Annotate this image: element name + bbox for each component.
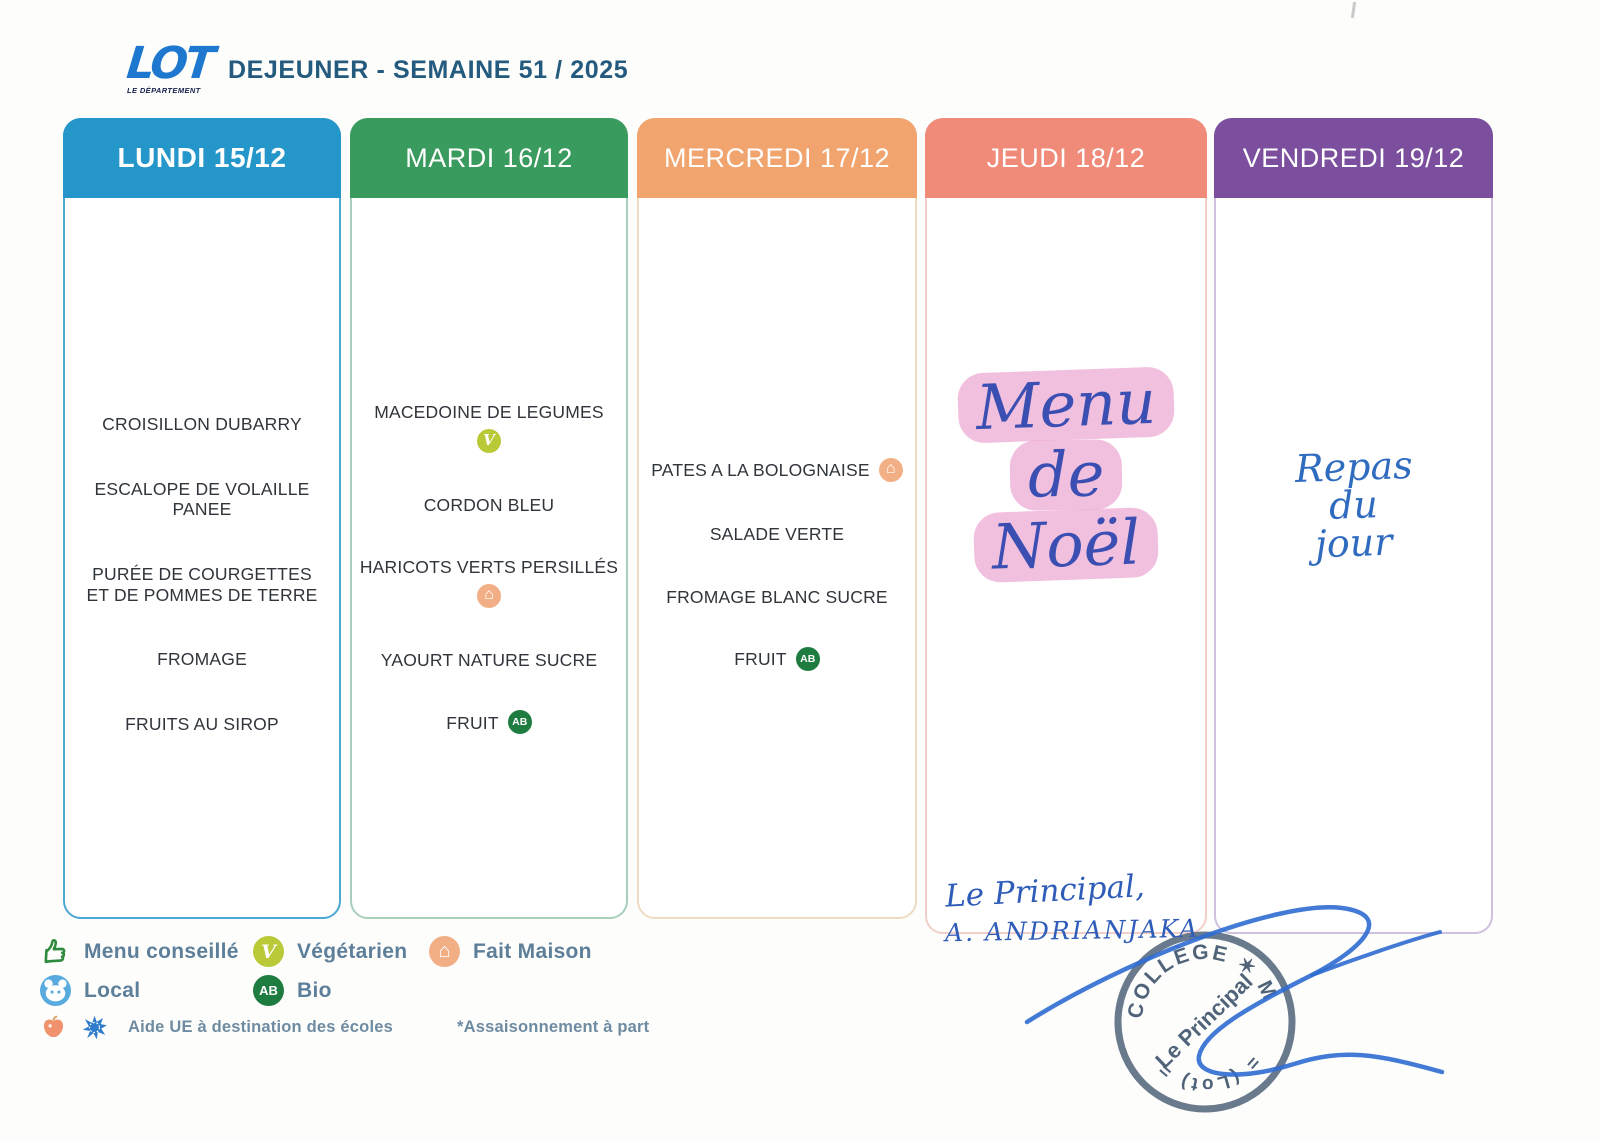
day-header-lundi: LUNDI 15/12 (63, 118, 341, 198)
day-header-jeudi: JEUDI 18/12 (925, 118, 1207, 198)
logo-title: LOT (124, 38, 215, 89)
legend-note-aside: *Assaisonnement à part (456, 1018, 650, 1036)
legend-entry-fait-maison: ⌂ Fait Maison (429, 936, 592, 967)
legend-label: Menu conseillé (84, 939, 239, 963)
menu-item: CORDON BLEU (424, 495, 555, 516)
signature-title: Le Principal, (944, 868, 1146, 915)
legend: Menu conseillé V Végétarien ⌂ Fait Maison Loc… (40, 936, 680, 1041)
stamp-center-text: Le Principal (1150, 969, 1257, 1074)
menu-item: HARICOTS VERTS PERSILLÉS ⌂ (360, 557, 618, 608)
menu-item: FRUIT AB (734, 647, 820, 672)
legend-entry-local: Local (40, 975, 253, 1006)
fait-maison-icon: ⌂ (878, 457, 903, 482)
bio-icon: AB (795, 647, 820, 672)
legend-entry-menu-conseille: Menu conseillé (40, 936, 253, 967)
legend-label: Local (84, 978, 141, 1002)
handwritten-line: Noël (972, 505, 1160, 584)
vegetarian-icon: V (253, 936, 284, 967)
day-column-vendredi: VENDREDI 19/12 Repas du jour (1214, 118, 1493, 934)
handwritten-note: Repas du jour (1293, 442, 1414, 567)
menu-item: SALADE VERTE (710, 524, 844, 545)
scan-artifact (1350, 1, 1357, 19)
legend-entry-bio: AB Bio (253, 975, 429, 1006)
day-column-jeudi: JEUDI 18/12 Menu de Noël (925, 118, 1207, 934)
lot-department-logo: LOT LE DÉPARTEMENT (124, 38, 237, 95)
handwritten-line: Repas (1293, 442, 1414, 492)
menu-item: PATES A LA BOLOGNAISE ⌂ (651, 457, 903, 482)
day-menu-lundi: CROISILLON DUBARRY ESCALOPE DE VOLAILLE P… (71, 200, 333, 917)
handwritten-line: du (1328, 482, 1379, 528)
day-header-mardi: MARDI 16/12 (350, 118, 628, 198)
bio-icon: AB (253, 975, 284, 1006)
day-menu-mercredi: PATES A LA BOLOGNAISE ⌂ SALADE VERTE FROMAG… (645, 200, 909, 917)
day-menu-jeudi: Menu de Noël (933, 200, 1199, 932)
fait-maison-icon: ⌂ (429, 936, 460, 967)
menu-item-text: HARICOTS VERTS PERSILLÉS (359, 557, 619, 578)
menu-item: FRUIT AB (446, 710, 532, 735)
menu-item-text: CROISILLON DUBARRY (102, 414, 302, 434)
menu-item-text: PURÉE DE COURGETTES ET DE POMMES DE TERR… (86, 563, 318, 605)
day-menu-vendredi: Repas du jour (1222, 200, 1485, 932)
handwritten-line: de (1009, 437, 1123, 512)
menu-item-text: YAOURT NATURE SUCRE (380, 649, 598, 670)
page-title: DEJEUNER - SEMAINE 51 / 2025 (228, 56, 629, 84)
menu-item: FROMAGE (157, 649, 247, 670)
logo-subtitle: LE DÉPARTEMENT (127, 86, 201, 95)
menu-item: FRUITS AU SIROP (125, 714, 279, 735)
menu-item-text: ESCALOPE DE VOLAILLE PANEE (94, 478, 310, 520)
day-column-mardi: MARDI 16/12 MACEDOINE DE LEGUMES V CORDON B… (350, 118, 628, 919)
legend-row: Local AB Bio (40, 975, 680, 1006)
legend-note: Aide UE à destination des écoles *Assais… (40, 1014, 680, 1041)
fait-maison-icon: ⌂ (477, 583, 501, 608)
apple-icon (40, 1014, 67, 1041)
day-menu-mardi: MACEDOINE DE LEGUMES V CORDON BLEU HARICOTS… (358, 200, 620, 917)
menu-item-text: FROMAGE (157, 649, 247, 670)
vegetarian-icon: V (476, 428, 501, 453)
day-header-mercredi: MERCREDI 17/12 (637, 118, 917, 198)
signature-name: A. ANDRIANJAKA (944, 913, 1200, 948)
local-icon (40, 975, 71, 1006)
menu-item: PURÉE DE COURGETTES ET DE POMMES DE TERR… (85, 564, 319, 605)
legend-label: Végétarien (297, 939, 408, 963)
bio-icon: AB (507, 710, 532, 735)
day-column-mercredi: MERCREDI 17/12 PATES A LA BOLOGNAISE ⌂ SALA… (637, 118, 917, 919)
menu-item: CROISILLON DUBARRY (102, 414, 302, 435)
signature-block: Le Principal, A. ANDRIANJAKA (944, 868, 1200, 948)
legend-label: Fait Maison (473, 939, 592, 963)
menu-item-text: SALADE VERTE (709, 523, 845, 544)
menu-item-text: FRUIT (734, 649, 787, 670)
menu-item: YAOURT NATURE SUCRE (381, 650, 597, 671)
handwritten-note: Menu de Noël (956, 365, 1176, 584)
menu-item: FROMAGE BLANC SUCRE (666, 587, 888, 608)
menu-item-text: PATES A LA BOLOGNAISE (651, 460, 870, 480)
day-column-lundi: LUNDI 15/12 CROISILLON DUBARRY ESCALOPE DE… (63, 118, 341, 919)
menu-item-text: FROMAGE BLANC SUCRE (666, 586, 888, 607)
menu-item-text: MACEDOINE DE LEGUMES (374, 402, 604, 422)
menu-item-text: CORDON BLEU (423, 494, 555, 515)
legend-label: Bio (297, 978, 332, 1002)
menu-conseille-icon (40, 936, 71, 967)
eu-splash-icon (81, 1014, 108, 1041)
legend-entry-vegetarian: V Végétarien (253, 936, 429, 967)
menu-item: MACEDOINE DE LEGUMES V (374, 402, 604, 453)
handwritten-line: jour (1314, 519, 1393, 567)
legend-note-text: Aide UE à destination des écoles (128, 1018, 393, 1036)
menu-item-text: FRUIT (446, 712, 499, 733)
menu-item-text: FRUITS AU SIROP (125, 713, 279, 734)
handwritten-line: Menu (956, 365, 1176, 444)
legend-row: Menu conseillé V Végétarien ⌂ Fait Maison (40, 936, 680, 967)
menu-item: ESCALOPE DE VOLAILLE PANEE (85, 479, 319, 520)
day-header-vendredi: VENDREDI 19/12 (1214, 118, 1493, 198)
